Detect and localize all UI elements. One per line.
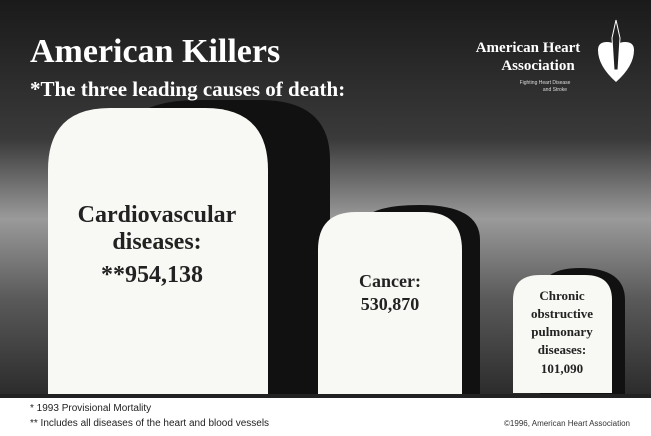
tombstone-label: pulmonary bbox=[531, 324, 593, 339]
poster: American Killers *The three leading caus… bbox=[0, 0, 651, 436]
footnote: * 1993 Provisional Mortality bbox=[30, 403, 151, 414]
tombstone-value: 530,870 bbox=[361, 294, 420, 314]
ground bbox=[0, 394, 651, 398]
logo-name: Association bbox=[501, 58, 575, 74]
tombstone-value: **954,138 bbox=[101, 262, 203, 288]
logo-name: American Heart bbox=[476, 40, 581, 56]
tombstone-label: diseases: bbox=[538, 342, 586, 357]
tombstone-label: obstructive bbox=[531, 306, 593, 321]
tombstone-label: diseases: bbox=[112, 229, 201, 255]
subtitle: *The three leading causes of death: bbox=[30, 77, 345, 101]
tombstone-label: Chronic bbox=[539, 288, 584, 303]
footnote: ** Includes all diseases of the heart an… bbox=[30, 418, 269, 429]
logo-tagline: Fighting Heart Disease bbox=[520, 80, 571, 86]
tombstone-label: Cancer: bbox=[359, 271, 421, 291]
logo-tagline: and Stroke bbox=[543, 87, 567, 93]
tombstone-value: 101,090 bbox=[541, 361, 583, 376]
title: American Killers bbox=[30, 33, 280, 70]
page: American Killers *The three leading caus… bbox=[0, 0, 651, 436]
tombstone-label: Cardiovascular bbox=[78, 202, 237, 228]
copyright: ©1996, American Heart Association bbox=[504, 419, 630, 428]
